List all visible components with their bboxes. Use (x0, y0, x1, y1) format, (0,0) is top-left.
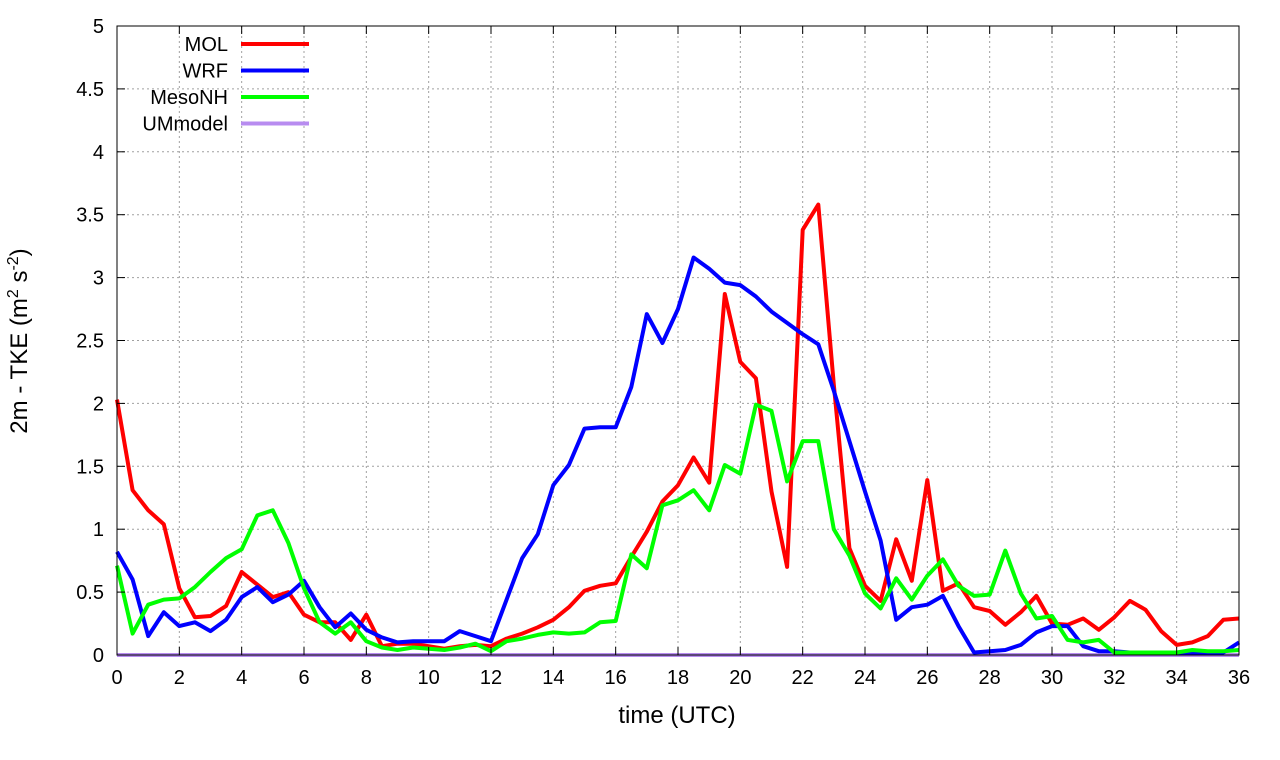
y-tick-labels: 0 0.5 1 1.5 2 2.5 3 3.5 4 4.5 5 (76, 16, 104, 667)
x-tick-labels: 0 2 4 6 8 10 12 14 16 18 20 22 24 26 28 30 32 34 36 (111, 667, 1250, 689)
legend-label-mesonh: MesoNH (150, 87, 228, 109)
x-tick-label: 18 (667, 667, 689, 689)
legend-label-ummodel: UMmodel (142, 114, 228, 136)
legend: MOL WRF MesoNH UMmodel (142, 34, 309, 136)
y-tick-label: 1.5 (76, 456, 104, 478)
y-axis-label-mid: s (6, 271, 33, 290)
x-tick-label: 36 (1228, 667, 1250, 689)
x-tick-label: 24 (854, 667, 876, 689)
y-axis-label: 2m - TKE (m2 s-2) (5, 248, 33, 433)
x-tick-label: 32 (1103, 667, 1125, 689)
y-tick-label: 2 (93, 393, 104, 415)
x-tick-label: 14 (542, 667, 564, 689)
x-axis-label: time (UTC) (618, 702, 735, 729)
y-axis-label-sup2: -2 (5, 256, 22, 270)
series-line-mesonh (115, 402, 1240, 655)
x-tick-label: 28 (979, 667, 1001, 689)
y-axis-label-sup1: 2 (5, 289, 22, 298)
x-tick-label: 12 (480, 667, 502, 689)
x-tick-label: 4 (236, 667, 247, 689)
series-line-wrf (115, 255, 1241, 655)
y-axis-label-suffix: ) (6, 248, 33, 256)
series-line-mol (115, 202, 1240, 651)
y-tick-label: 2.5 (76, 331, 104, 353)
x-tick-label: 22 (792, 667, 814, 689)
x-tick-label: 20 (729, 667, 751, 689)
y-tick-label: 0 (93, 645, 104, 667)
y-tick-label: 4 (93, 142, 104, 164)
y-tick-label: 0.5 (76, 582, 104, 604)
y-tick-label: 3.5 (76, 205, 104, 227)
x-tick-label: 2 (174, 667, 185, 689)
x-tick-label: 6 (298, 667, 309, 689)
x-tick-label: 8 (361, 667, 372, 689)
x-tick-label: 10 (418, 667, 440, 689)
y-axis-label-prefix: 2m - TKE (m (6, 298, 33, 434)
axis-ticks (116, 25, 1240, 656)
y-tick-label: 5 (93, 16, 104, 38)
x-tick-label: 16 (605, 667, 627, 689)
legend-label-mol: MOL (185, 34, 228, 56)
legend-label-wrf: WRF (182, 61, 228, 83)
y-tick-label: 4.5 (76, 79, 104, 101)
y-tick-label: 1 (93, 519, 104, 541)
x-tick-label: 0 (111, 667, 122, 689)
x-tick-label: 30 (1041, 667, 1063, 689)
x-tick-label: 26 (916, 667, 938, 689)
x-tick-label: 34 (1166, 667, 1188, 689)
y-tick-label: 3 (93, 268, 104, 290)
